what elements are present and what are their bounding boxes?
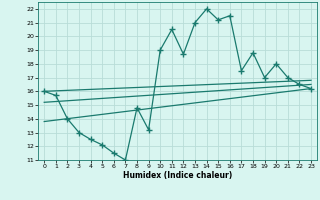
X-axis label: Humidex (Indice chaleur): Humidex (Indice chaleur) — [123, 171, 232, 180]
